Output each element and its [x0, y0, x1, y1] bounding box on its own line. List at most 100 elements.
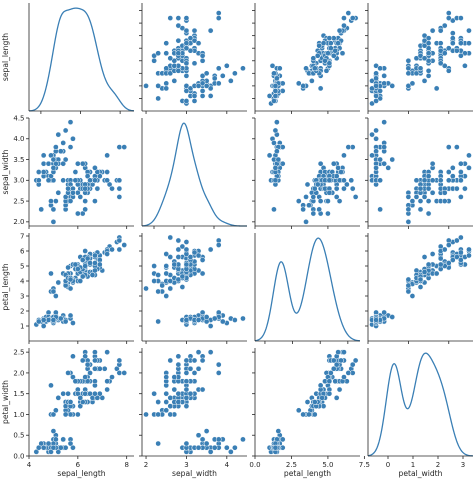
scatter-point	[116, 177, 123, 184]
scatter-point	[240, 65, 246, 72]
scatter-point	[116, 237, 123, 244]
scatter-point	[171, 78, 178, 84]
scatter-point	[417, 284, 424, 290]
x-tick-label: 3	[184, 461, 188, 469]
scatter-point	[55, 189, 62, 196]
scatter-point	[219, 318, 226, 325]
scatter-point	[373, 70, 379, 77]
scatter-point	[40, 152, 47, 159]
scatter-point	[183, 239, 190, 245]
scatter-point	[272, 93, 279, 99]
scatter-point	[441, 50, 448, 57]
scatter-point	[96, 173, 103, 179]
scatter-point	[53, 407, 59, 414]
scatter-point	[377, 88, 383, 94]
scatter-point	[195, 349, 202, 355]
scatter-point	[40, 444, 47, 451]
scatter-point	[445, 242, 452, 248]
scatter-point	[167, 403, 174, 409]
scatter-point	[336, 198, 343, 204]
scatter-point	[429, 177, 436, 184]
scatter-point	[325, 50, 331, 57]
scatter-point	[48, 152, 54, 159]
scatter-point	[310, 55, 317, 62]
scatter-point	[50, 206, 57, 213]
scatter-point	[159, 282, 166, 289]
scatter-point	[326, 390, 333, 397]
scatter-point	[377, 177, 383, 184]
subplot-sepal_width-vs-petal_length	[252, 117, 360, 229]
scatter-point	[82, 353, 89, 360]
scatter-point	[84, 378, 91, 385]
scatter-point	[425, 173, 432, 179]
subplot-sepal_width-vs-sepal_length: 2.0 2.5 3.0 3.5 4.0 4.5 sepal_width	[1, 114, 134, 229]
scatter-point	[74, 210, 81, 217]
scatter-point	[67, 198, 74, 204]
subplot-petal_length-vs-sepal_width	[139, 233, 247, 344]
scatter-point	[311, 65, 318, 72]
scatter-point	[425, 185, 432, 192]
scatter-point	[67, 312, 74, 319]
scatter-point	[466, 27, 472, 34]
scatter-point	[175, 353, 182, 360]
scatter-point	[373, 148, 379, 155]
scatter-point	[349, 361, 356, 368]
scatter-point	[352, 357, 359, 364]
scatter-point	[466, 252, 472, 259]
scatter-point	[70, 189, 76, 196]
scatter-point	[175, 399, 182, 405]
scatter-point	[67, 411, 74, 418]
x-tick-label: 2	[144, 461, 148, 469]
scatter-point	[215, 10, 222, 16]
scatter-point	[327, 45, 334, 52]
scatter-point	[445, 177, 452, 184]
scatter-point	[462, 185, 468, 192]
scatter-point	[215, 361, 222, 368]
y-tick-label: 2	[20, 307, 24, 315]
scatter-point	[79, 357, 86, 364]
scatter-point	[92, 357, 98, 364]
scatter-point	[40, 160, 47, 167]
scatter-point	[167, 285, 174, 292]
scatter-point	[223, 62, 230, 69]
scatter-point	[45, 160, 52, 167]
scatter-point	[50, 411, 57, 418]
scatter-point	[454, 254, 460, 260]
scatter-point	[179, 243, 186, 250]
scatter-point	[377, 65, 383, 72]
scatter-point	[48, 198, 54, 204]
scatter-point	[310, 210, 317, 217]
scatter-point	[445, 260, 452, 266]
scatter-point	[300, 206, 306, 213]
scatter-point	[116, 185, 123, 192]
scatter-point	[417, 185, 424, 192]
scatter-point	[445, 10, 452, 16]
scatter-point	[151, 263, 157, 269]
scatter-point	[203, 70, 210, 77]
scatter-point	[163, 50, 170, 57]
scatter-point	[175, 246, 182, 253]
scatter-point	[155, 272, 161, 278]
scatter-point	[369, 152, 375, 159]
scatter-point	[345, 370, 352, 376]
scatter-point	[35, 169, 42, 175]
scatter-point	[445, 169, 452, 175]
scatter-point	[53, 436, 59, 443]
scatter-point	[163, 374, 170, 380]
scatter-point	[306, 202, 312, 209]
scatter-point	[437, 177, 444, 184]
x-tick-label: 7.5	[359, 461, 370, 469]
scatter-point	[449, 40, 456, 47]
scatter-point	[454, 144, 460, 150]
scatter-point	[207, 349, 214, 355]
scatter-point	[87, 260, 93, 266]
scatter-point	[240, 315, 246, 322]
scatter-point	[228, 78, 234, 84]
scatter-point	[319, 395, 325, 401]
scatter-point	[295, 198, 302, 204]
scatter-point	[183, 386, 190, 393]
scatter-point	[199, 52, 206, 59]
scatter-point	[183, 88, 190, 94]
scatter-point	[65, 390, 71, 397]
scatter-point	[275, 156, 282, 163]
